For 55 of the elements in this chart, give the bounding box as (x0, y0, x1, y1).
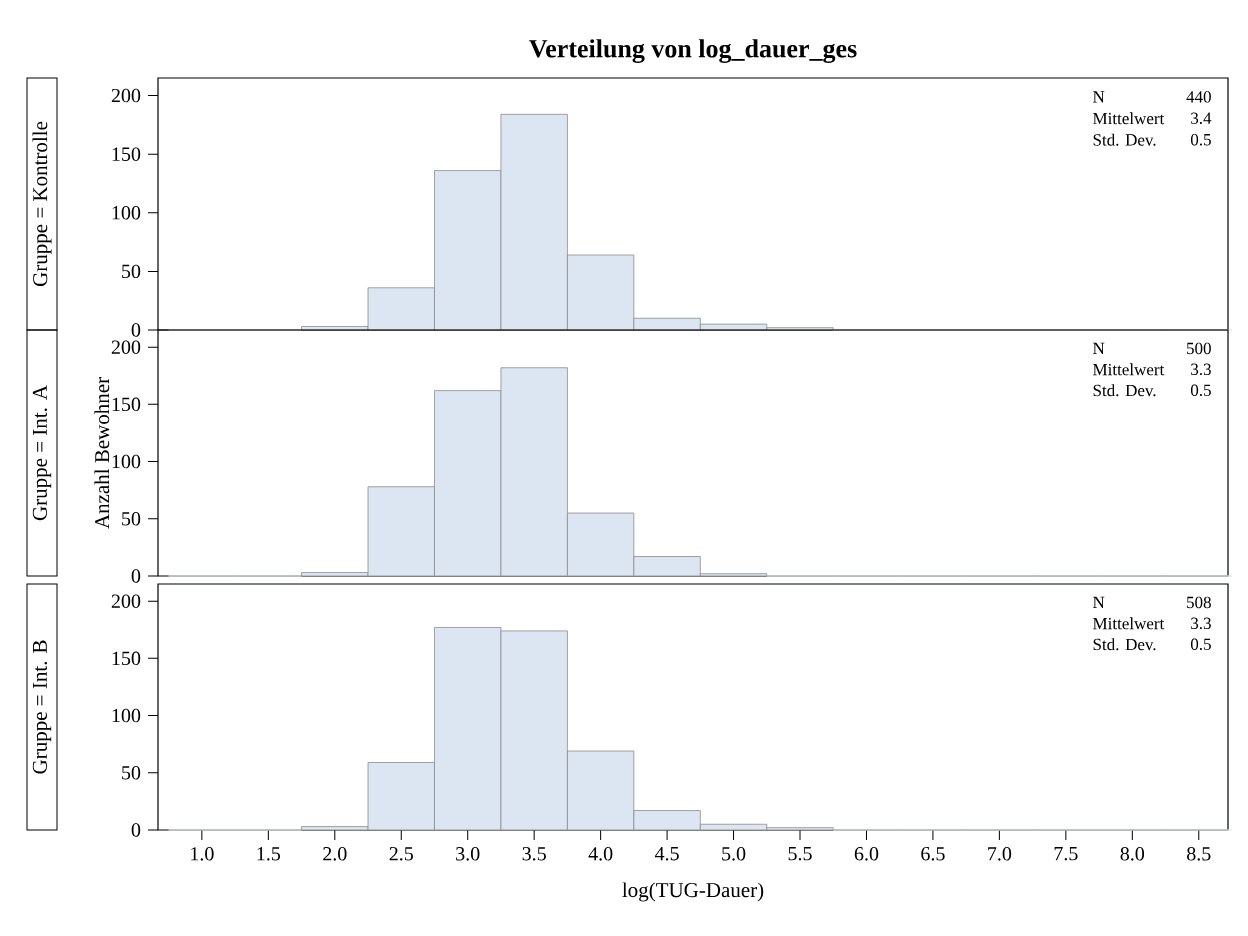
x-tick-label: 1.5 (257, 847, 281, 861)
annotation: 0.5 (1190, 384, 1211, 397)
x-tick-label: 1.0 (191, 847, 214, 861)
x-tick-label: 3.5 (522, 847, 546, 861)
x-tick-label: 4.0 (588, 847, 613, 861)
annotation: 3.3 (1191, 363, 1211, 376)
annotation: 500 (1187, 342, 1211, 355)
y-tick-label: 50 (122, 766, 141, 780)
annotation: 0.5 (1190, 133, 1211, 146)
annotation: Mittelwert (1093, 112, 1165, 125)
x-tick-label: 8.5 (1187, 847, 1211, 861)
y-tick-label: 50 (122, 264, 141, 279)
y-axis-title: Anzahl Bewohner (94, 377, 110, 529)
chart-title: Verteilung von log_dauer_ges (529, 39, 857, 63)
annotation: Std. Dev. (1093, 638, 1156, 651)
annotation: 0.5 (1190, 638, 1211, 651)
y-tick-label: 0 (131, 569, 141, 583)
x-tick-label: 5.5 (788, 847, 812, 861)
y-tick-label: 100 (112, 206, 141, 220)
x-tick-label: 6.0 (854, 847, 879, 861)
x-tick-label: 2.0 (323, 847, 347, 861)
x-tick-label: 6.5 (921, 847, 945, 861)
annotation: 3.4 (1191, 112, 1212, 125)
text: Gruppe = Int. A (32, 385, 52, 521)
annotation: N (1093, 596, 1105, 608)
annotation: 3.3 (1191, 617, 1211, 630)
y-tick-label: 0 (131, 823, 141, 837)
x-tick-label: 7.5 (1054, 847, 1078, 861)
annotation: Std. Dev. (1093, 384, 1156, 397)
y-tick-label: 150 (112, 651, 141, 666)
y-tick-label: 100 (112, 454, 141, 469)
x-tick-label: 4.5 (654, 847, 679, 861)
annotation: Mittelwert (1093, 617, 1165, 630)
x-tick-label: 8.0 (1120, 847, 1145, 861)
x-tick-label: 2.5 (389, 847, 413, 861)
y-tick-label: 150 (112, 147, 141, 161)
x-axis-title: log(TUG-Dauer) (622, 882, 764, 902)
x-tick-label: 7.0 (988, 847, 1012, 861)
y-tick-label: 200 (111, 594, 141, 608)
text: Gruppe = Kontrolle (32, 121, 52, 287)
annotation: 508 (1187, 596, 1211, 609)
annotation: 440 (1186, 91, 1211, 103)
y-tick-label: 150 (112, 397, 141, 412)
x-tick-label: 5.0 (722, 847, 746, 861)
annotation: N (1093, 91, 1105, 103)
annotation: N (1093, 342, 1105, 354)
text: Gruppe = Int. B (32, 640, 52, 774)
y-tick-label: 200 (111, 88, 141, 103)
x-tick-label: 3.0 (456, 847, 480, 861)
annotation: Std. Dev. (1093, 133, 1156, 146)
y-tick-label: 0 (131, 323, 141, 337)
annotation: Mittelwert (1093, 363, 1165, 376)
y-tick-label: 50 (122, 512, 141, 526)
y-tick-label: 100 (112, 708, 141, 723)
y-tick-label: 200 (111, 340, 141, 354)
